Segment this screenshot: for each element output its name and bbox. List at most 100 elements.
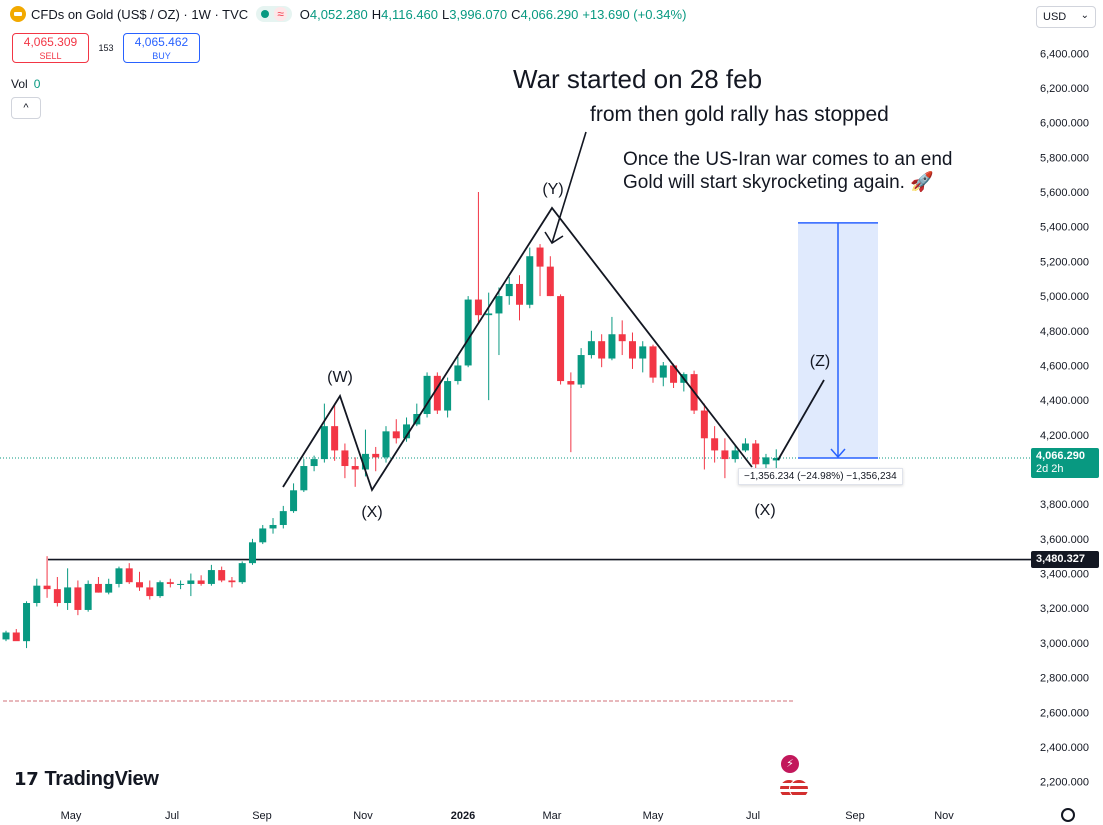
candle[interactable] [2, 630, 10, 642]
wave-path-z[interactable] [777, 379, 825, 461]
candle[interactable] [187, 573, 195, 597]
candle[interactable] [331, 403, 339, 461]
candle[interactable] [433, 372, 441, 415]
volume-legend: Vol 0 [11, 77, 40, 91]
candle[interactable] [84, 580, 92, 612]
candle[interactable] [94, 577, 102, 593]
candle[interactable] [700, 403, 708, 470]
candle[interactable] [53, 577, 61, 607]
tradingview-logo[interactable]: 17 TradingView [14, 768, 159, 791]
candle[interactable] [485, 292, 493, 401]
candle[interactable] [259, 524, 267, 545]
wave-label[interactable]: (X) [361, 504, 382, 521]
sell-button[interactable]: 4,065.309 SELL [12, 33, 89, 63]
rally-annotation[interactable]: from then gold rally has stopped [590, 103, 889, 126]
candle[interactable] [105, 578, 113, 595]
candle[interactable] [772, 449, 780, 471]
candle[interactable] [33, 578, 41, 607]
candle[interactable] [403, 417, 411, 442]
candle[interactable] [12, 629, 20, 642]
wave-label[interactable]: (W) [327, 369, 353, 386]
collapse-button[interactable]: ^ [11, 97, 41, 119]
candle[interactable] [741, 438, 749, 453]
candle-body [454, 365, 462, 382]
event-lightning-icon[interactable]: ⚡ [781, 755, 799, 773]
war-annotation[interactable]: War started on 28 feb [513, 64, 763, 94]
candle[interactable] [721, 438, 729, 479]
wave-label[interactable]: (Y) [542, 181, 563, 198]
candle[interactable] [290, 483, 298, 513]
candle[interactable] [228, 577, 236, 588]
market-status[interactable]: ≈ [256, 6, 292, 22]
wave-label[interactable]: (X) [754, 502, 775, 519]
candle[interactable] [43, 556, 51, 598]
candle-body [43, 585, 51, 590]
currency-selector[interactable]: USD ⌄ [1036, 6, 1096, 28]
y-tick-label: 2,200.000 [1040, 777, 1089, 789]
candle[interactable] [115, 566, 123, 588]
candle[interactable] [659, 361, 667, 387]
candle[interactable] [639, 341, 647, 373]
buy-button[interactable]: 4,065.462 BUY [123, 33, 200, 63]
candle[interactable] [670, 363, 678, 388]
candle[interactable] [587, 330, 595, 359]
candle[interactable] [300, 459, 308, 493]
candle[interactable] [238, 561, 246, 584]
candle[interactable] [495, 287, 503, 356]
candle[interactable] [125, 563, 133, 584]
candle[interactable] [505, 277, 513, 305]
candle[interactable] [166, 578, 174, 588]
candle[interactable] [207, 564, 215, 586]
candle-body [2, 632, 10, 640]
candle[interactable] [546, 256, 554, 297]
candle[interactable] [392, 419, 400, 444]
candle[interactable] [218, 566, 226, 583]
candle[interactable] [711, 426, 719, 463]
candle[interactable] [269, 518, 277, 534]
candle[interactable] [567, 372, 575, 453]
candle[interactable] [731, 445, 739, 463]
outlook-annotation[interactable]: Once the US-Iran war comes to an end Gol… [623, 148, 953, 194]
candle[interactable] [248, 538, 256, 565]
candle-body [772, 458, 780, 461]
candle[interactable] [444, 377, 452, 418]
candle[interactable] [628, 332, 636, 369]
candle[interactable] [557, 294, 565, 385]
candle[interactable] [64, 568, 72, 610]
candle[interactable] [23, 601, 31, 649]
candle[interactable] [341, 443, 349, 479]
candle[interactable] [279, 505, 287, 529]
candle[interactable] [310, 455, 318, 472]
candle[interactable] [74, 580, 82, 616]
candle[interactable] [372, 446, 380, 472]
candle[interactable] [474, 192, 482, 323]
candle[interactable] [197, 575, 205, 586]
candle[interactable] [423, 372, 431, 418]
wave-label[interactable]: (Z) [810, 353, 830, 370]
candle[interactable] [577, 348, 585, 388]
wave-path[interactable] [282, 206, 753, 493]
candle-body [485, 313, 493, 316]
candle[interactable] [464, 296, 472, 368]
event-us-flag-icon[interactable] [779, 779, 809, 799]
candle[interactable] [177, 580, 185, 590]
candle[interactable] [146, 580, 154, 600]
candle[interactable] [136, 571, 144, 591]
candle[interactable] [608, 316, 616, 361]
candle-body [526, 256, 534, 305]
candle[interactable] [526, 247, 534, 309]
symbol-title[interactable]: CFDs on Gold (US$ / OZ) · 1W · TVC [31, 6, 249, 22]
candle[interactable] [156, 580, 164, 598]
candle[interactable] [649, 344, 657, 383]
candle[interactable] [351, 457, 359, 487]
candle[interactable] [454, 356, 462, 385]
candle[interactable] [320, 403, 328, 463]
settings-icon[interactable] [1061, 808, 1075, 822]
candle[interactable] [536, 244, 544, 297]
candle[interactable] [618, 320, 626, 356]
candle-body [700, 410, 708, 439]
candle[interactable] [382, 426, 390, 463]
candle[interactable] [598, 334, 606, 368]
candle[interactable] [516, 275, 523, 321]
